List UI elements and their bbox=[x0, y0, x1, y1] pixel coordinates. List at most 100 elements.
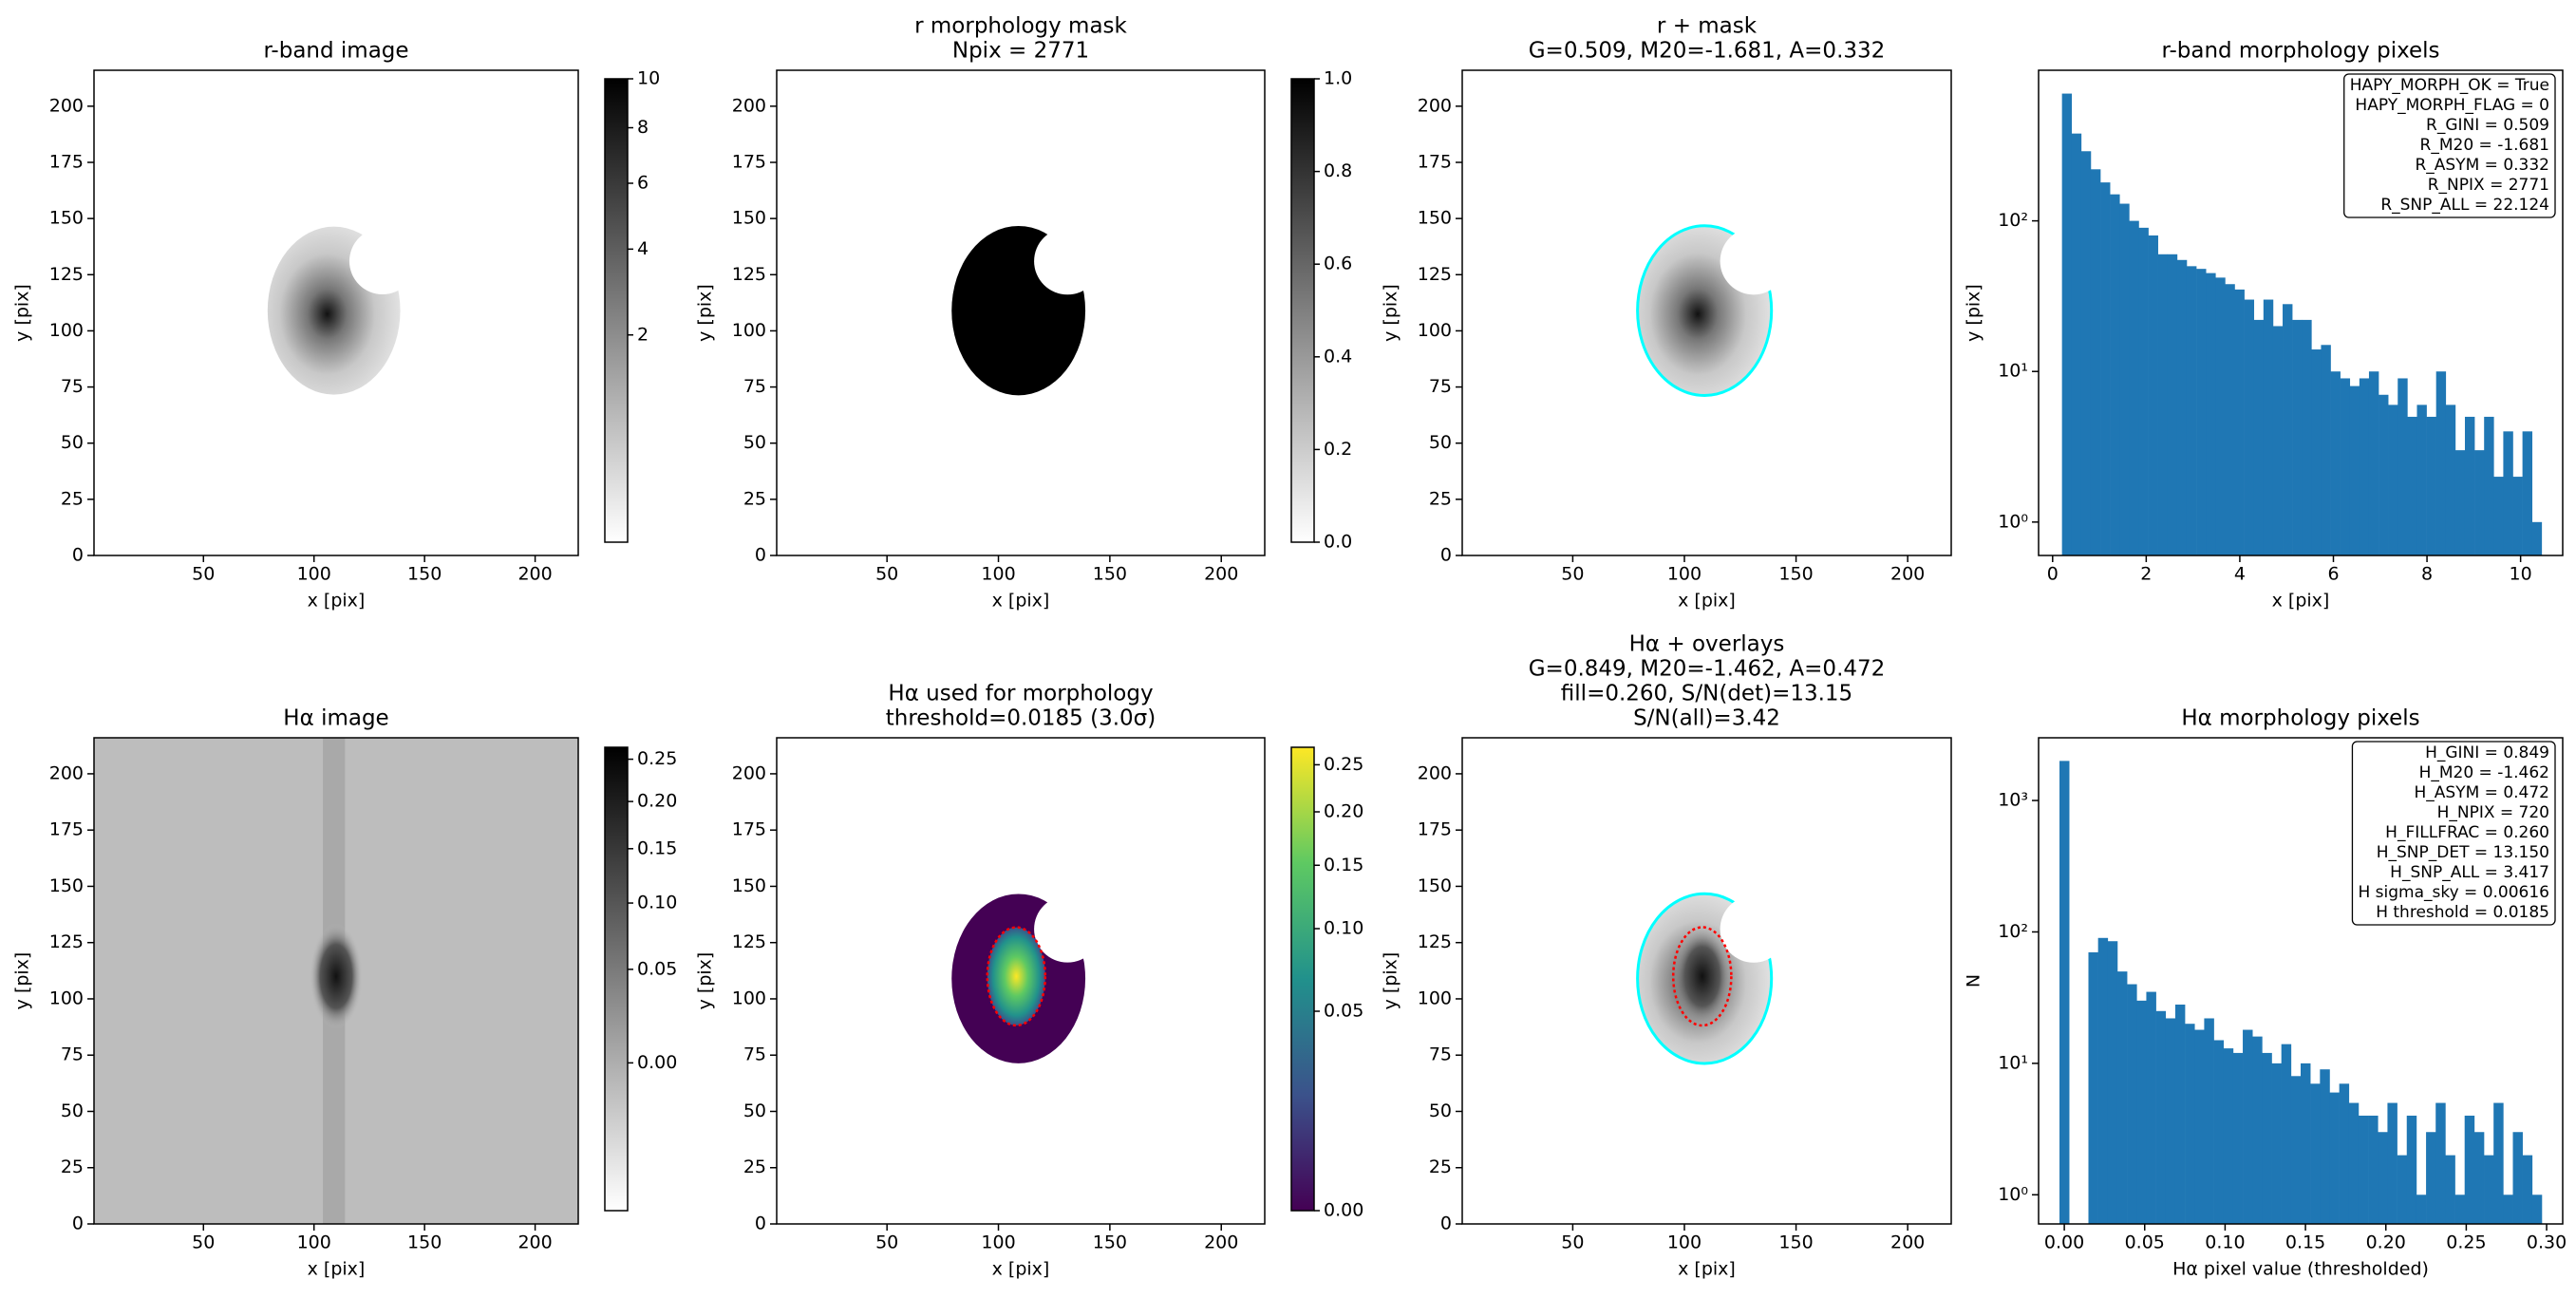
bar bbox=[2397, 1155, 2408, 1224]
colorbar-tick-label: 0.10 bbox=[1324, 918, 1363, 939]
x-axis-label: x [pix] bbox=[1678, 1259, 1736, 1280]
y-tick-label: 10⁰ bbox=[1998, 1184, 2028, 1205]
annotation-line: H threshold = 0.0185 bbox=[2376, 903, 2549, 922]
colorbar bbox=[604, 746, 629, 1212]
y-tick-label: 150 bbox=[1418, 208, 1452, 229]
bar bbox=[2244, 299, 2255, 555]
y-tick-label: 0 bbox=[755, 545, 766, 566]
axes-frame bbox=[2038, 737, 2564, 1225]
y-axis-label: N bbox=[1964, 974, 1984, 988]
x-axis-label: x [pix] bbox=[308, 591, 366, 611]
bar bbox=[2146, 991, 2156, 1224]
bar bbox=[2358, 1115, 2369, 1224]
y-tick-label: 75 bbox=[61, 1044, 84, 1065]
bar bbox=[2116, 971, 2128, 1224]
bar bbox=[2186, 266, 2197, 555]
plot-area bbox=[267, 226, 416, 395]
annotation-line: H_SNP_ALL = 3.417 bbox=[2390, 863, 2549, 882]
y-tick-label: 10⁰ bbox=[1998, 511, 2028, 532]
x-tick-label: 0.05 bbox=[2125, 1232, 2165, 1253]
annotation-line: H_NPIX = 720 bbox=[2437, 803, 2549, 822]
bar bbox=[2234, 289, 2245, 555]
x-tick-label: 100 bbox=[297, 564, 331, 585]
bar bbox=[2283, 304, 2293, 555]
annotation-line: H_GINI = 0.849 bbox=[2425, 743, 2549, 762]
x-tick-label: 0.25 bbox=[2446, 1232, 2486, 1253]
panel-title: S/N(all)=3.42 bbox=[1633, 706, 1780, 731]
x-tick-label: 50 bbox=[875, 564, 898, 585]
y-tick-label: 25 bbox=[743, 488, 766, 509]
x-tick-label: 200 bbox=[1890, 564, 1925, 585]
x-tick-label: 50 bbox=[1561, 1232, 1584, 1253]
colorbar-tick-label: 0.4 bbox=[1324, 346, 1352, 367]
colorbar-tick-label: 0.6 bbox=[1324, 254, 1352, 274]
bar bbox=[2061, 93, 2073, 555]
colorbar-tick-label: 0.00 bbox=[1324, 1200, 1363, 1221]
bar bbox=[2281, 1044, 2292, 1224]
panel: 50 100 150 200 0 25 50 75 100 125 150 175 200 x [pix]… bbox=[1381, 14, 1952, 611]
bar bbox=[2080, 151, 2092, 555]
colorbar-tick-label: 0.15 bbox=[637, 837, 677, 858]
bar bbox=[2454, 1195, 2466, 1224]
y-tick-label: 50 bbox=[1429, 432, 1452, 453]
plot-area bbox=[1636, 892, 1788, 1065]
x-tick-label: 0 bbox=[2047, 564, 2059, 585]
y-tick-label: 200 bbox=[49, 762, 84, 783]
y-tick-label: 50 bbox=[743, 432, 766, 453]
y-tick-label: 125 bbox=[1418, 264, 1452, 285]
bar bbox=[2110, 194, 2120, 555]
colorbar-tick-label: 0.25 bbox=[637, 748, 677, 769]
bar bbox=[2406, 1115, 2417, 1224]
bar bbox=[2310, 1083, 2321, 1224]
y-tick-label: 150 bbox=[49, 208, 84, 229]
annotation-box bbox=[2343, 73, 2556, 218]
y-tick-label: 175 bbox=[49, 819, 84, 840]
x-tick-label: 50 bbox=[192, 1232, 215, 1253]
bar bbox=[2243, 1029, 2253, 1224]
annotation-line: R_M20 = -1.681 bbox=[2420, 136, 2549, 155]
y-axis-label: y [pix] bbox=[12, 284, 33, 342]
x-axis-label: x [pix] bbox=[992, 1259, 1050, 1280]
annotation-line: H_FILLFRAC = 0.260 bbox=[2385, 823, 2549, 842]
bar bbox=[2311, 349, 2322, 555]
y-tick-label: 10² bbox=[1998, 921, 2028, 942]
panel-title: fill=0.260, S/N(det)=13.15 bbox=[1561, 682, 1852, 706]
x-tick-label: 6 bbox=[2327, 564, 2339, 585]
bar bbox=[2088, 951, 2098, 1224]
colorbar-tick-label: 0.25 bbox=[1324, 754, 1363, 775]
plot-area bbox=[951, 225, 1101, 396]
y-tick-label: 175 bbox=[1418, 819, 1452, 840]
y-tick-label: 100 bbox=[732, 988, 766, 1008]
y-tick-label: 125 bbox=[732, 264, 766, 285]
bar bbox=[2215, 277, 2226, 555]
bar bbox=[2129, 220, 2139, 555]
bar bbox=[2359, 378, 2370, 555]
bar bbox=[2290, 1076, 2302, 1224]
bar bbox=[2157, 254, 2169, 555]
colorbar-tick-label: 0.20 bbox=[1324, 800, 1363, 821]
bar bbox=[2213, 1040, 2225, 1224]
mask-cut bbox=[1720, 895, 1788, 963]
y-tick-label: 75 bbox=[1429, 1044, 1452, 1065]
bar bbox=[2167, 254, 2178, 555]
mask-cut bbox=[1034, 227, 1101, 295]
plot-area bbox=[951, 894, 1101, 1063]
panel-title: Hα used for morphology bbox=[888, 682, 1153, 706]
mask-cut bbox=[348, 228, 416, 295]
bar bbox=[2185, 1024, 2195, 1224]
y-tick-label: 200 bbox=[1418, 95, 1452, 116]
x-tick-label: 150 bbox=[1778, 564, 1813, 585]
bar bbox=[2127, 984, 2137, 1224]
bar bbox=[2407, 416, 2417, 555]
y-tick-label: 150 bbox=[732, 208, 766, 229]
colorbar-tick-label: 0.10 bbox=[637, 893, 677, 913]
x-tick-label: 200 bbox=[517, 564, 552, 585]
bar bbox=[2435, 1102, 2446, 1224]
bar bbox=[2522, 1155, 2533, 1224]
y-tick-label: 100 bbox=[732, 320, 766, 341]
y-tick-label: 175 bbox=[732, 151, 766, 172]
colorbar bbox=[1290, 746, 1315, 1212]
